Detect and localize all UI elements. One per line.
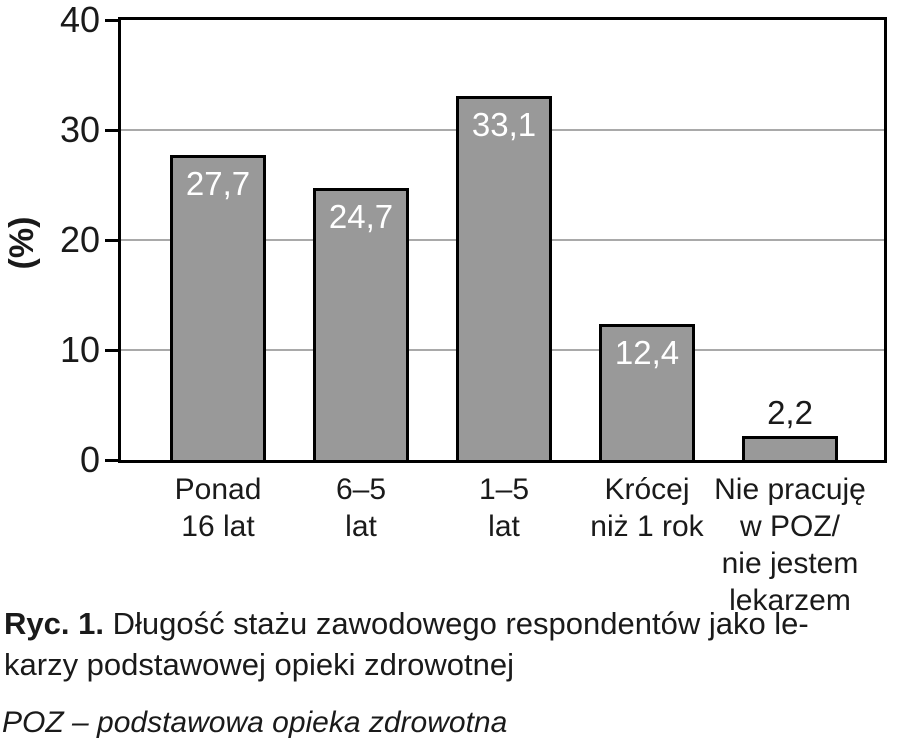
bar: 27,7 [170,155,266,460]
bar-value-label: 27,7 [185,165,251,202]
y-tick-mark [105,349,121,352]
y-tick-label: 20 [59,219,100,260]
y-tick-label: 30 [59,109,100,150]
bar: 33,1 [456,96,552,460]
y-tick-mark [105,239,121,242]
category-label: Krócej niż 1 rok [590,473,704,543]
category-label: Ponad 16 lat [174,473,262,543]
category-label: Nie pracuję w POZ/ nie jestem lekarzem [714,473,866,617]
bar-value-label: 33,1 [471,106,537,143]
y-tick-label: 0 [79,439,100,480]
figure-caption: Ryc. 1. Długość stażu zawodowego respond… [4,603,898,685]
category-label: 6–5 lat [335,473,387,543]
figure-caption-prefix: Ryc. 1. [4,606,104,641]
bar: 12,4 [599,324,695,460]
y-tick-mark [105,459,121,462]
y-tick-label: 10 [59,329,100,370]
bar-value-label: 12,4 [614,334,680,371]
y-tick-mark [105,19,121,22]
bar: 24,7 [313,188,409,460]
bar-value-label: 2,2 [767,393,813,431]
category-label: 1–5 lat [478,473,530,543]
bar-value-label: 24,7 [328,198,394,235]
y-tick-mark [105,129,121,132]
y-tick-label: 40 [59,0,100,40]
bar [742,436,838,460]
figure-footnote: POZ – podstawowa opieka zdrowotna [2,706,508,739]
plot-area: 27,7 24,7 33,1 12,4 2,2 [105,17,887,463]
figure-caption-body: Długość stażu zawodowego respondentów ja… [4,606,809,682]
